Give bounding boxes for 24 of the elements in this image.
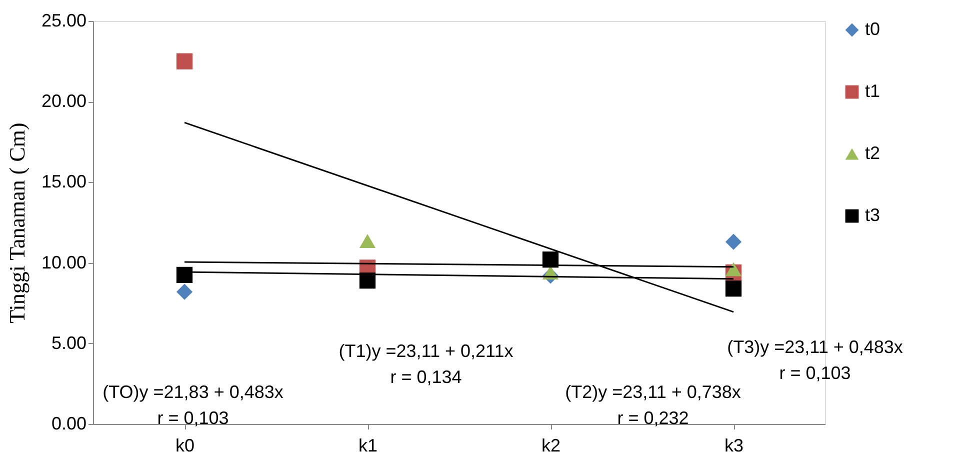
x-tick-label: k2 (541, 436, 561, 456)
legend-label: t2 (865, 143, 880, 163)
legend-label: t0 (865, 19, 880, 39)
legend-label: t3 (865, 205, 880, 225)
y-tick-label: 10.00 (41, 252, 86, 272)
y-tick-label: 5.00 (51, 332, 86, 353)
point (176, 53, 193, 70)
x-tick-label: k0 (175, 436, 195, 456)
point (359, 234, 376, 248)
annotation: (T1)y =23,11 + 0,211x r = 0,134 (338, 341, 514, 387)
y-tick-label: 15.00 (41, 172, 86, 192)
x-tick-label: k3 (724, 436, 744, 456)
point (176, 284, 193, 300)
annotation: (T3)y =23,11 + 0,483x r = 0,103 (727, 337, 903, 383)
point (725, 234, 742, 250)
point (725, 280, 742, 297)
x-tick-label: k1 (358, 436, 378, 456)
y-tick-label: 0.00 (51, 414, 86, 434)
point (176, 266, 193, 283)
y-tick-label: 25.00 (41, 10, 86, 30)
point (725, 262, 742, 276)
y-tick-label: 20.00 (41, 91, 86, 112)
legend-label: t1 (865, 81, 880, 101)
y-axis-title: Tinggi Tanaman ( Cm) (4, 122, 30, 324)
